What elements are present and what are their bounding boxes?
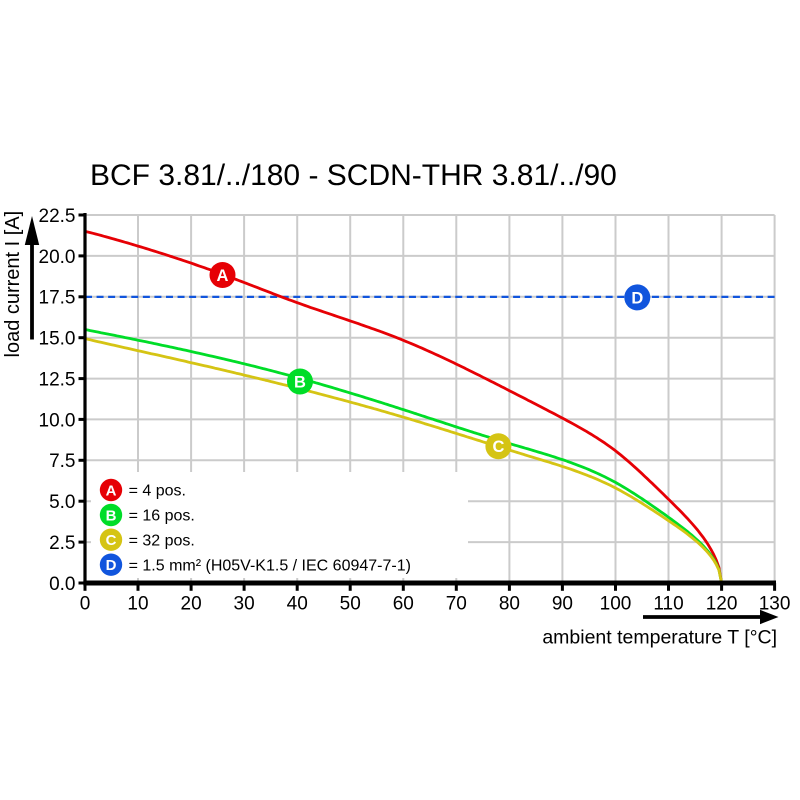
svg-text:10: 10 (127, 593, 148, 614)
svg-text:100: 100 (600, 593, 632, 614)
svg-text:50: 50 (340, 593, 361, 614)
svg-text:C: C (492, 438, 504, 456)
svg-text:80: 80 (499, 593, 520, 614)
svg-text:2.5: 2.5 (49, 533, 75, 554)
svg-text:40: 40 (287, 593, 308, 614)
svg-text:= 16 pos.: = 16 pos. (129, 508, 195, 525)
svg-text:20.0: 20.0 (39, 247, 76, 268)
svg-text:BCF 3.81/../180 - SCDN-THR 3.8: BCF 3.81/../180 - SCDN-THR 3.81/../90 (90, 159, 617, 192)
svg-text:load current I [A]: load current I [A] (2, 211, 24, 358)
svg-text:0: 0 (80, 593, 91, 614)
svg-text:= 4 pos.: = 4 pos. (129, 483, 186, 500)
svg-text:ambient temperature T [°C]: ambient temperature T [°C] (542, 626, 777, 648)
svg-text:D: D (106, 557, 117, 574)
svg-text:20: 20 (181, 593, 202, 614)
svg-text:7.5: 7.5 (49, 451, 75, 472)
svg-text:B: B (294, 373, 306, 391)
svg-text:60: 60 (393, 593, 414, 614)
svg-text:120: 120 (706, 593, 738, 614)
svg-text:= 1.5 mm² (H05V-K1.5 / IEC 609: = 1.5 mm² (H05V-K1.5 / IEC 60947-7-1) (129, 557, 411, 574)
svg-text:D: D (631, 289, 643, 307)
svg-text:130: 130 (759, 593, 791, 614)
svg-text:A: A (106, 482, 117, 499)
svg-text:110: 110 (653, 593, 683, 614)
svg-text:A: A (217, 267, 229, 285)
svg-text:B: B (106, 507, 117, 524)
svg-text:5.0: 5.0 (49, 492, 75, 513)
svg-text:22.5: 22.5 (39, 206, 76, 227)
svg-text:17.5: 17.5 (39, 288, 76, 309)
svg-text:90: 90 (552, 593, 573, 614)
svg-text:30: 30 (234, 593, 255, 614)
svg-text:12.5: 12.5 (39, 370, 76, 391)
svg-text:15.0: 15.0 (39, 329, 76, 350)
svg-text:10.0: 10.0 (39, 410, 76, 431)
svg-text:70: 70 (446, 593, 467, 614)
svg-text:= 32 pos.: = 32 pos. (129, 532, 195, 549)
svg-text:C: C (106, 532, 117, 549)
svg-text:0.0: 0.0 (49, 574, 75, 595)
